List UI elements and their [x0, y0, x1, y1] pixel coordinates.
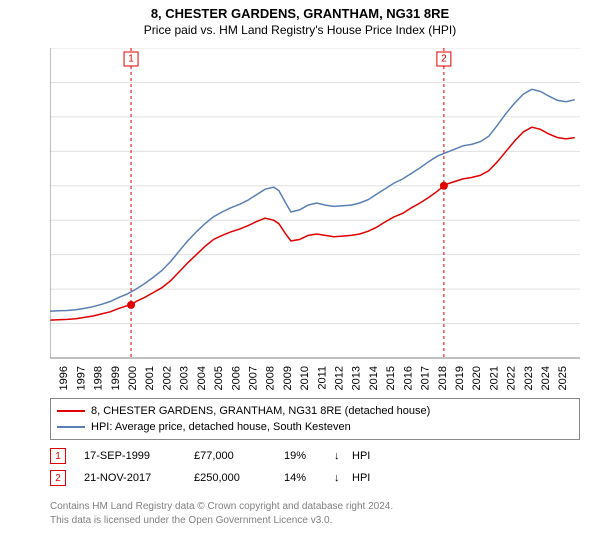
legend-item: 8, CHESTER GARDENS, GRANTHAM, NG31 8RE (… [57, 403, 573, 419]
footer-line: This data is licensed under the Open Gov… [50, 514, 580, 528]
legend-swatch [57, 426, 85, 428]
sale-marker-badge: 1 [50, 448, 66, 464]
page-title: 8, CHESTER GARDENS, GRANTHAM, NG31 8RE [0, 0, 600, 21]
svg-text:2014: 2014 [368, 366, 380, 390]
svg-text:2019: 2019 [454, 366, 466, 390]
svg-text:2021: 2021 [488, 366, 500, 390]
svg-text:2005: 2005 [213, 366, 225, 390]
svg-text:2022: 2022 [506, 366, 518, 390]
svg-text:2018: 2018 [437, 366, 449, 390]
sales-table: 1 17-SEP-1999£77,00019%↓HPI 2 21-NOV-2017£2… [50, 442, 580, 492]
sale-row: 1 17-SEP-1999£77,00019%↓HPI [50, 448, 580, 464]
sale-vs-hpi: HPI [352, 472, 392, 484]
svg-text:1998: 1998 [93, 366, 105, 390]
legend-label: 8, CHESTER GARDENS, GRANTHAM, NG31 8RE (… [91, 403, 430, 419]
svg-text:1999: 1999 [110, 366, 122, 390]
svg-text:1996: 1996 [58, 366, 70, 390]
svg-text:2012: 2012 [334, 366, 346, 390]
price-chart: £0£50K£100K£150K£200K£250K£300K£350K£400… [50, 48, 580, 400]
svg-text:2001: 2001 [144, 366, 156, 390]
svg-text:2023: 2023 [523, 366, 535, 390]
legend-item: HPI: Average price, detached house, Sout… [57, 419, 573, 435]
legend-swatch [57, 410, 85, 412]
down-arrow-icon: ↓ [334, 450, 352, 462]
svg-text:2016: 2016 [402, 366, 414, 390]
svg-text:2015: 2015 [385, 366, 397, 390]
down-arrow-icon: ↓ [334, 472, 352, 484]
svg-text:2017: 2017 [420, 366, 432, 390]
sale-marker-badge: 2 [50, 470, 66, 486]
svg-text:2024: 2024 [540, 366, 552, 390]
sale-price: £77,000 [194, 450, 284, 462]
svg-text:2008: 2008 [265, 366, 277, 390]
footer-line: Contains HM Land Registry data © Crown c… [50, 500, 580, 514]
svg-text:2011: 2011 [316, 366, 328, 390]
svg-text:2025: 2025 [557, 366, 569, 390]
sale-date: 17-SEP-1999 [84, 450, 194, 462]
svg-text:1997: 1997 [75, 366, 87, 390]
legend-label: HPI: Average price, detached house, Sout… [91, 419, 351, 435]
svg-text:1: 1 [128, 54, 134, 65]
sale-row: 2 21-NOV-2017£250,00014%↓HPI [50, 470, 580, 486]
svg-text:2004: 2004 [196, 366, 208, 390]
sale-pct: 19% [284, 450, 334, 462]
svg-text:2010: 2010 [299, 366, 311, 390]
sale-date: 21-NOV-2017 [84, 472, 194, 484]
chart-container: £0£50K£100K£150K£200K£250K£300K£350K£400… [50, 48, 580, 358]
svg-text:2013: 2013 [351, 366, 363, 390]
sale-vs-hpi: HPI [352, 450, 392, 462]
svg-text:2007: 2007 [247, 366, 259, 390]
svg-text:2020: 2020 [471, 366, 483, 390]
page-subtitle: Price paid vs. HM Land Registry's House … [0, 21, 600, 43]
svg-text:2000: 2000 [127, 366, 139, 390]
svg-text:1995: 1995 [50, 366, 53, 390]
svg-text:2003: 2003 [179, 366, 191, 390]
sale-price: £250,000 [194, 472, 284, 484]
sale-pct: 14% [284, 472, 334, 484]
svg-text:2002: 2002 [161, 366, 173, 390]
svg-text:2006: 2006 [230, 366, 242, 390]
svg-text:2009: 2009 [282, 366, 294, 390]
legend-box: 8, CHESTER GARDENS, GRANTHAM, NG31 8RE (… [50, 398, 580, 440]
svg-text:2: 2 [441, 54, 447, 65]
footer-text: Contains HM Land Registry data © Crown c… [50, 500, 580, 528]
